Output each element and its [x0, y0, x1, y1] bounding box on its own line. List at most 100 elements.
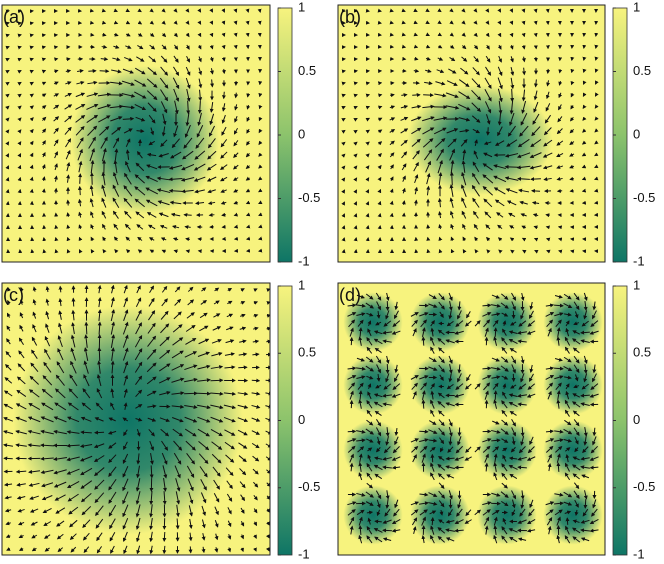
spin-arrow	[113, 236, 119, 242]
spin-arrow	[341, 165, 346, 170]
spin-arrow	[461, 171, 467, 186]
spin-arrow	[556, 140, 564, 146]
spin-arrow	[582, 104, 587, 110]
spin-arrow	[17, 117, 22, 122]
spin-arrow	[19, 286, 24, 292]
spin-arrow	[521, 8, 526, 13]
spin-arrow	[461, 8, 466, 13]
colorbar-tick-label: -1	[298, 546, 310, 561]
spin-arrow	[461, 197, 467, 209]
spin-arrow	[353, 117, 358, 122]
spin-arrow	[460, 139, 468, 147]
spin-arrow	[594, 128, 599, 133]
spin-arrow	[595, 80, 599, 85]
spin-arrow	[485, 44, 490, 50]
spin-arrow	[520, 112, 528, 126]
spin-arrow	[207, 150, 217, 160]
spin-arrow	[569, 188, 574, 193]
spin-arrow	[582, 116, 587, 121]
spin-arrow	[377, 212, 382, 218]
spin-arrow	[206, 163, 217, 171]
spin-arrow	[221, 114, 226, 124]
spin-arrow	[413, 199, 418, 206]
spin-arrow	[113, 8, 119, 13]
spin-arrow	[497, 20, 502, 25]
spin-arrow	[413, 20, 418, 25]
spin-arrow	[436, 148, 444, 161]
spin-arrow	[258, 236, 263, 241]
spin-arrow	[90, 159, 95, 174]
spin-arrow	[389, 117, 396, 122]
spin-arrow	[446, 80, 458, 86]
spin-arrow	[233, 8, 238, 13]
spin-arrow	[377, 200, 382, 206]
spin-arrow	[19, 312, 24, 319]
spin-arrow	[99, 125, 110, 136]
spin-arrow	[245, 224, 251, 229]
spin-arrow	[15, 416, 27, 422]
spin-arrow	[173, 8, 178, 13]
spin-arrow	[449, 32, 454, 37]
spin-arrow	[78, 236, 83, 242]
spin-arrow	[172, 237, 179, 242]
spin-arrow	[174, 44, 179, 50]
spin-arrow	[53, 127, 59, 134]
spin-arrow	[482, 174, 494, 184]
spin-arrow	[437, 197, 442, 208]
spin-arrow	[181, 189, 194, 194]
spin-arrow	[185, 20, 190, 25]
spin-arrow	[497, 8, 502, 13]
spin-arrow	[460, 67, 469, 75]
spin-arrow	[389, 20, 394, 25]
spin-arrow	[65, 69, 72, 74]
spin-arrow	[493, 390, 498, 400]
panel-label: (d)	[339, 285, 361, 305]
spin-arrow	[473, 8, 478, 13]
colorbar-tick-label: -1	[633, 546, 645, 561]
spin-arrow	[170, 151, 182, 159]
spin-arrow	[461, 20, 466, 25]
spin-arrow	[545, 91, 550, 100]
spin-arrow	[483, 198, 493, 208]
spin-arrow	[569, 129, 575, 134]
spin-arrow	[510, 56, 514, 63]
spin-arrow	[581, 140, 587, 145]
spin-arrow	[28, 402, 41, 410]
spin-arrow	[29, 69, 34, 74]
spin-arrow	[483, 152, 493, 158]
spin-arrow	[484, 89, 492, 102]
spin-arrow	[497, 32, 502, 38]
spin-arrow	[160, 66, 169, 76]
spin-arrow	[221, 57, 226, 62]
spin-arrow	[3, 403, 13, 410]
spin-arrow	[258, 128, 263, 134]
spin-arrow	[436, 69, 445, 74]
spin-arrow	[15, 403, 27, 410]
spin-arrow	[422, 104, 435, 109]
spin-arrow	[210, 378, 224, 383]
spin-arrow	[220, 200, 227, 205]
spin-arrow	[238, 365, 248, 370]
spin-arrow	[521, 237, 527, 242]
spin-arrow	[17, 33, 22, 38]
spin-arrow	[5, 117, 10, 122]
spin-arrow	[353, 177, 358, 182]
spin-arrow	[594, 140, 599, 145]
spin-arrow	[570, 105, 575, 110]
spin-arrow	[16, 482, 26, 487]
spin-arrow	[54, 236, 59, 242]
spin-arrow	[246, 140, 251, 146]
spin-arrow	[112, 171, 119, 186]
spin-arrow	[341, 129, 346, 134]
spin-arrow	[17, 45, 22, 50]
spin-arrow	[221, 68, 226, 75]
spin-arrow	[462, 223, 466, 230]
spin-arrow	[158, 153, 169, 158]
spin-arrow	[221, 20, 226, 25]
spin-arrow	[173, 249, 178, 254]
spin-arrow	[353, 225, 358, 230]
spin-arrow	[486, 249, 491, 254]
spin-arrow	[3, 430, 14, 435]
spin-arrow	[5, 58, 10, 62]
spin-arrow	[210, 79, 215, 88]
